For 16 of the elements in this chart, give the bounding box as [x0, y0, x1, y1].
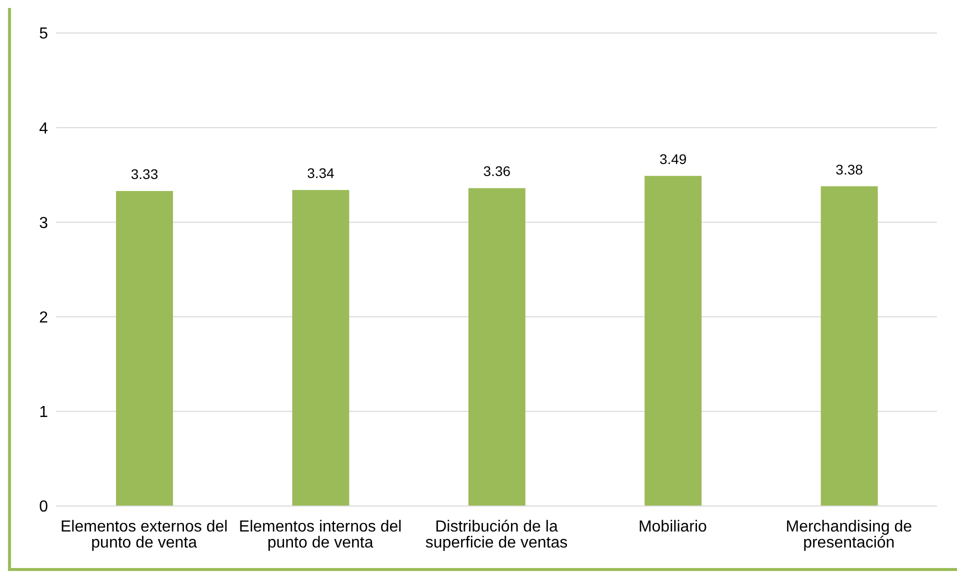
y-tick-label: 1	[39, 404, 48, 422]
x-tick-label: Mobiliario	[638, 518, 708, 536]
data-label: 3.38	[836, 161, 864, 178]
x-tick-label: Elementos externos del punto de venta	[60, 518, 228, 552]
y-tick-label: 3	[39, 214, 48, 232]
x-tick-label: Merchandising de presentación	[786, 518, 912, 552]
data-label: 3.36	[483, 163, 511, 180]
y-tick-label: 0	[39, 498, 48, 516]
y-tick-label: 5	[39, 26, 48, 43]
x-tick-label: Elementos internos del punto de venta	[238, 518, 402, 552]
y-tick-label: 4	[39, 120, 48, 138]
data-label: 3.49	[659, 150, 687, 167]
data-label: 3.34	[307, 165, 335, 182]
x-tick-label: Distribución de la superficie de ventas	[425, 518, 568, 552]
data-label: 3.33	[130, 166, 158, 182]
y-tick-label: 2	[39, 309, 48, 326]
